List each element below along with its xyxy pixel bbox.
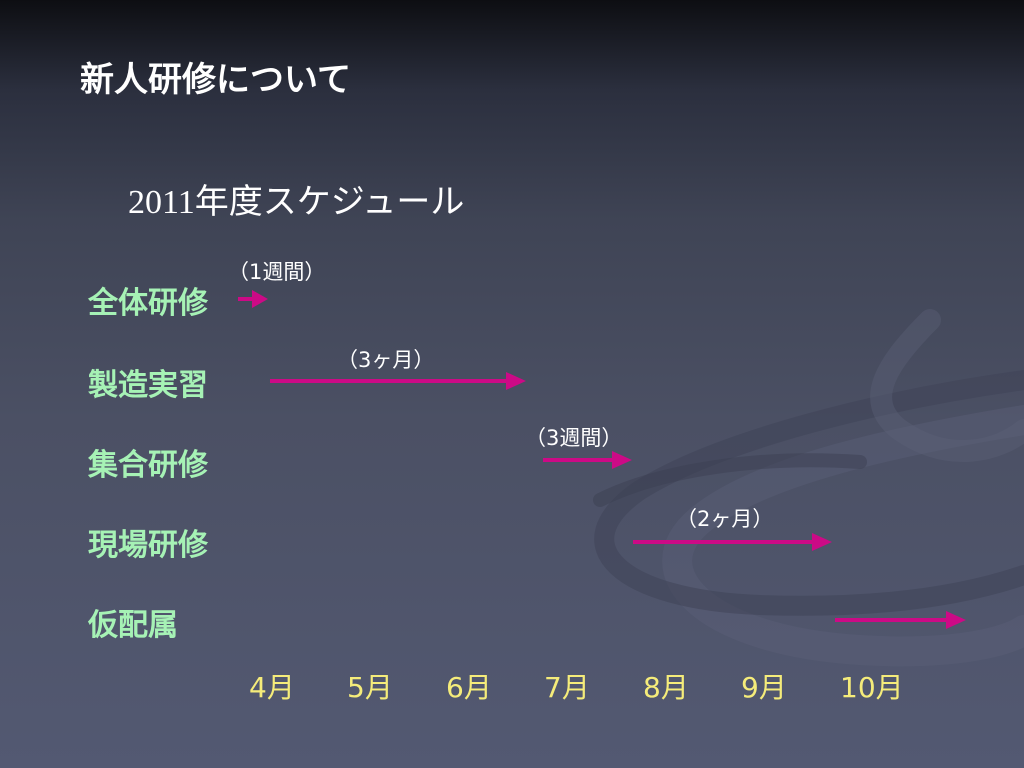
duration-label-group-training: （3週間） (525, 426, 623, 450)
month-label-august: 8月 (643, 671, 689, 704)
duration-label-field-training: （2ヶ月） (676, 507, 774, 531)
arrow-manufacturing-practice (270, 372, 526, 390)
duration-label-all-training: （1週間） (228, 260, 326, 284)
subtitle-year: 2011 (128, 184, 195, 221)
arrow-group-training (543, 451, 632, 469)
month-label-july: 7月 (544, 671, 590, 704)
month-label-september: 9月 (741, 671, 787, 704)
row-label-manufacturing-practice: 製造実習 (88, 368, 208, 403)
month-label-october: 10月 (840, 671, 904, 704)
subtitle-text: 年度スケジュール (194, 182, 465, 222)
month-label-may: 5月 (347, 671, 393, 704)
arrow-field-training (633, 533, 832, 551)
month-label-april: 4月 (249, 671, 295, 704)
duration-label-manufacturing-practice: （3ヶ月） (337, 348, 435, 372)
slide-subtitle: 2011年度スケジュール (128, 174, 464, 223)
arrow-provisional-assignment (835, 611, 966, 629)
row-label-provisional-assignment: 仮配属 (88, 608, 178, 643)
slide-title: 新人研修について (80, 60, 351, 100)
month-label-june: 6月 (446, 671, 492, 704)
row-label-all-training: 全体研修 (88, 286, 208, 321)
arrow-all-training (238, 290, 268, 308)
row-label-group-training: 集合研修 (88, 448, 208, 483)
row-label-field-training: 現場研修 (88, 528, 208, 563)
